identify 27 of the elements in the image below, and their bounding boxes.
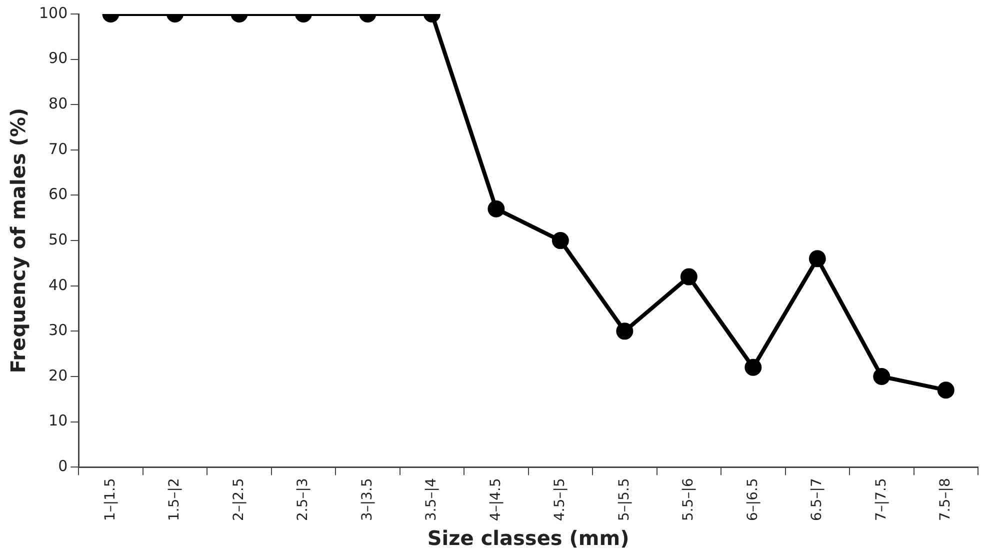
y-tick-label: 50	[48, 230, 68, 248]
x-tick-label: 6.5–|7	[809, 478, 826, 521]
x-tick-label: 4–|4.5	[488, 478, 504, 521]
x-tick-label: 5–|5.5	[616, 478, 632, 521]
x-tick-label: 5.5–|6	[680, 478, 697, 521]
y-tick-label: 60	[48, 185, 68, 204]
y-tick-label: 100	[38, 4, 68, 22]
y-axis-title: Frequency of males (%)	[6, 108, 30, 374]
x-tick-label: 7–|7.5	[873, 478, 890, 521]
y-tick-label: 10	[48, 412, 68, 430]
x-tick-label: 4.5–|5	[552, 478, 568, 521]
x-tick-label: 1.5–|2	[166, 478, 183, 521]
x-tick-label: 7.5–|8	[938, 478, 954, 521]
x-tick-label: 2.5–|3	[295, 478, 312, 521]
y-tick-label: 90	[48, 49, 68, 68]
y-tick-label: 0	[58, 457, 68, 475]
y-tick-label: 20	[48, 366, 68, 384]
y-tick-label: 30	[48, 321, 68, 340]
x-tick-label: 6–|6.5	[744, 478, 761, 521]
y-tick-label: 40	[48, 276, 68, 294]
x-tick-label: 3.5–|4	[424, 478, 440, 521]
x-tick-label: 3–|3.5	[359, 478, 376, 521]
x-tick-label: 1–|1.5	[102, 478, 118, 521]
x-axis-title: Size classes (mm)	[427, 526, 630, 550]
y-tick-label: 80	[48, 94, 68, 113]
x-tick-label: 2–|2.5	[230, 478, 247, 521]
y-tick-label: 70	[48, 140, 68, 158]
